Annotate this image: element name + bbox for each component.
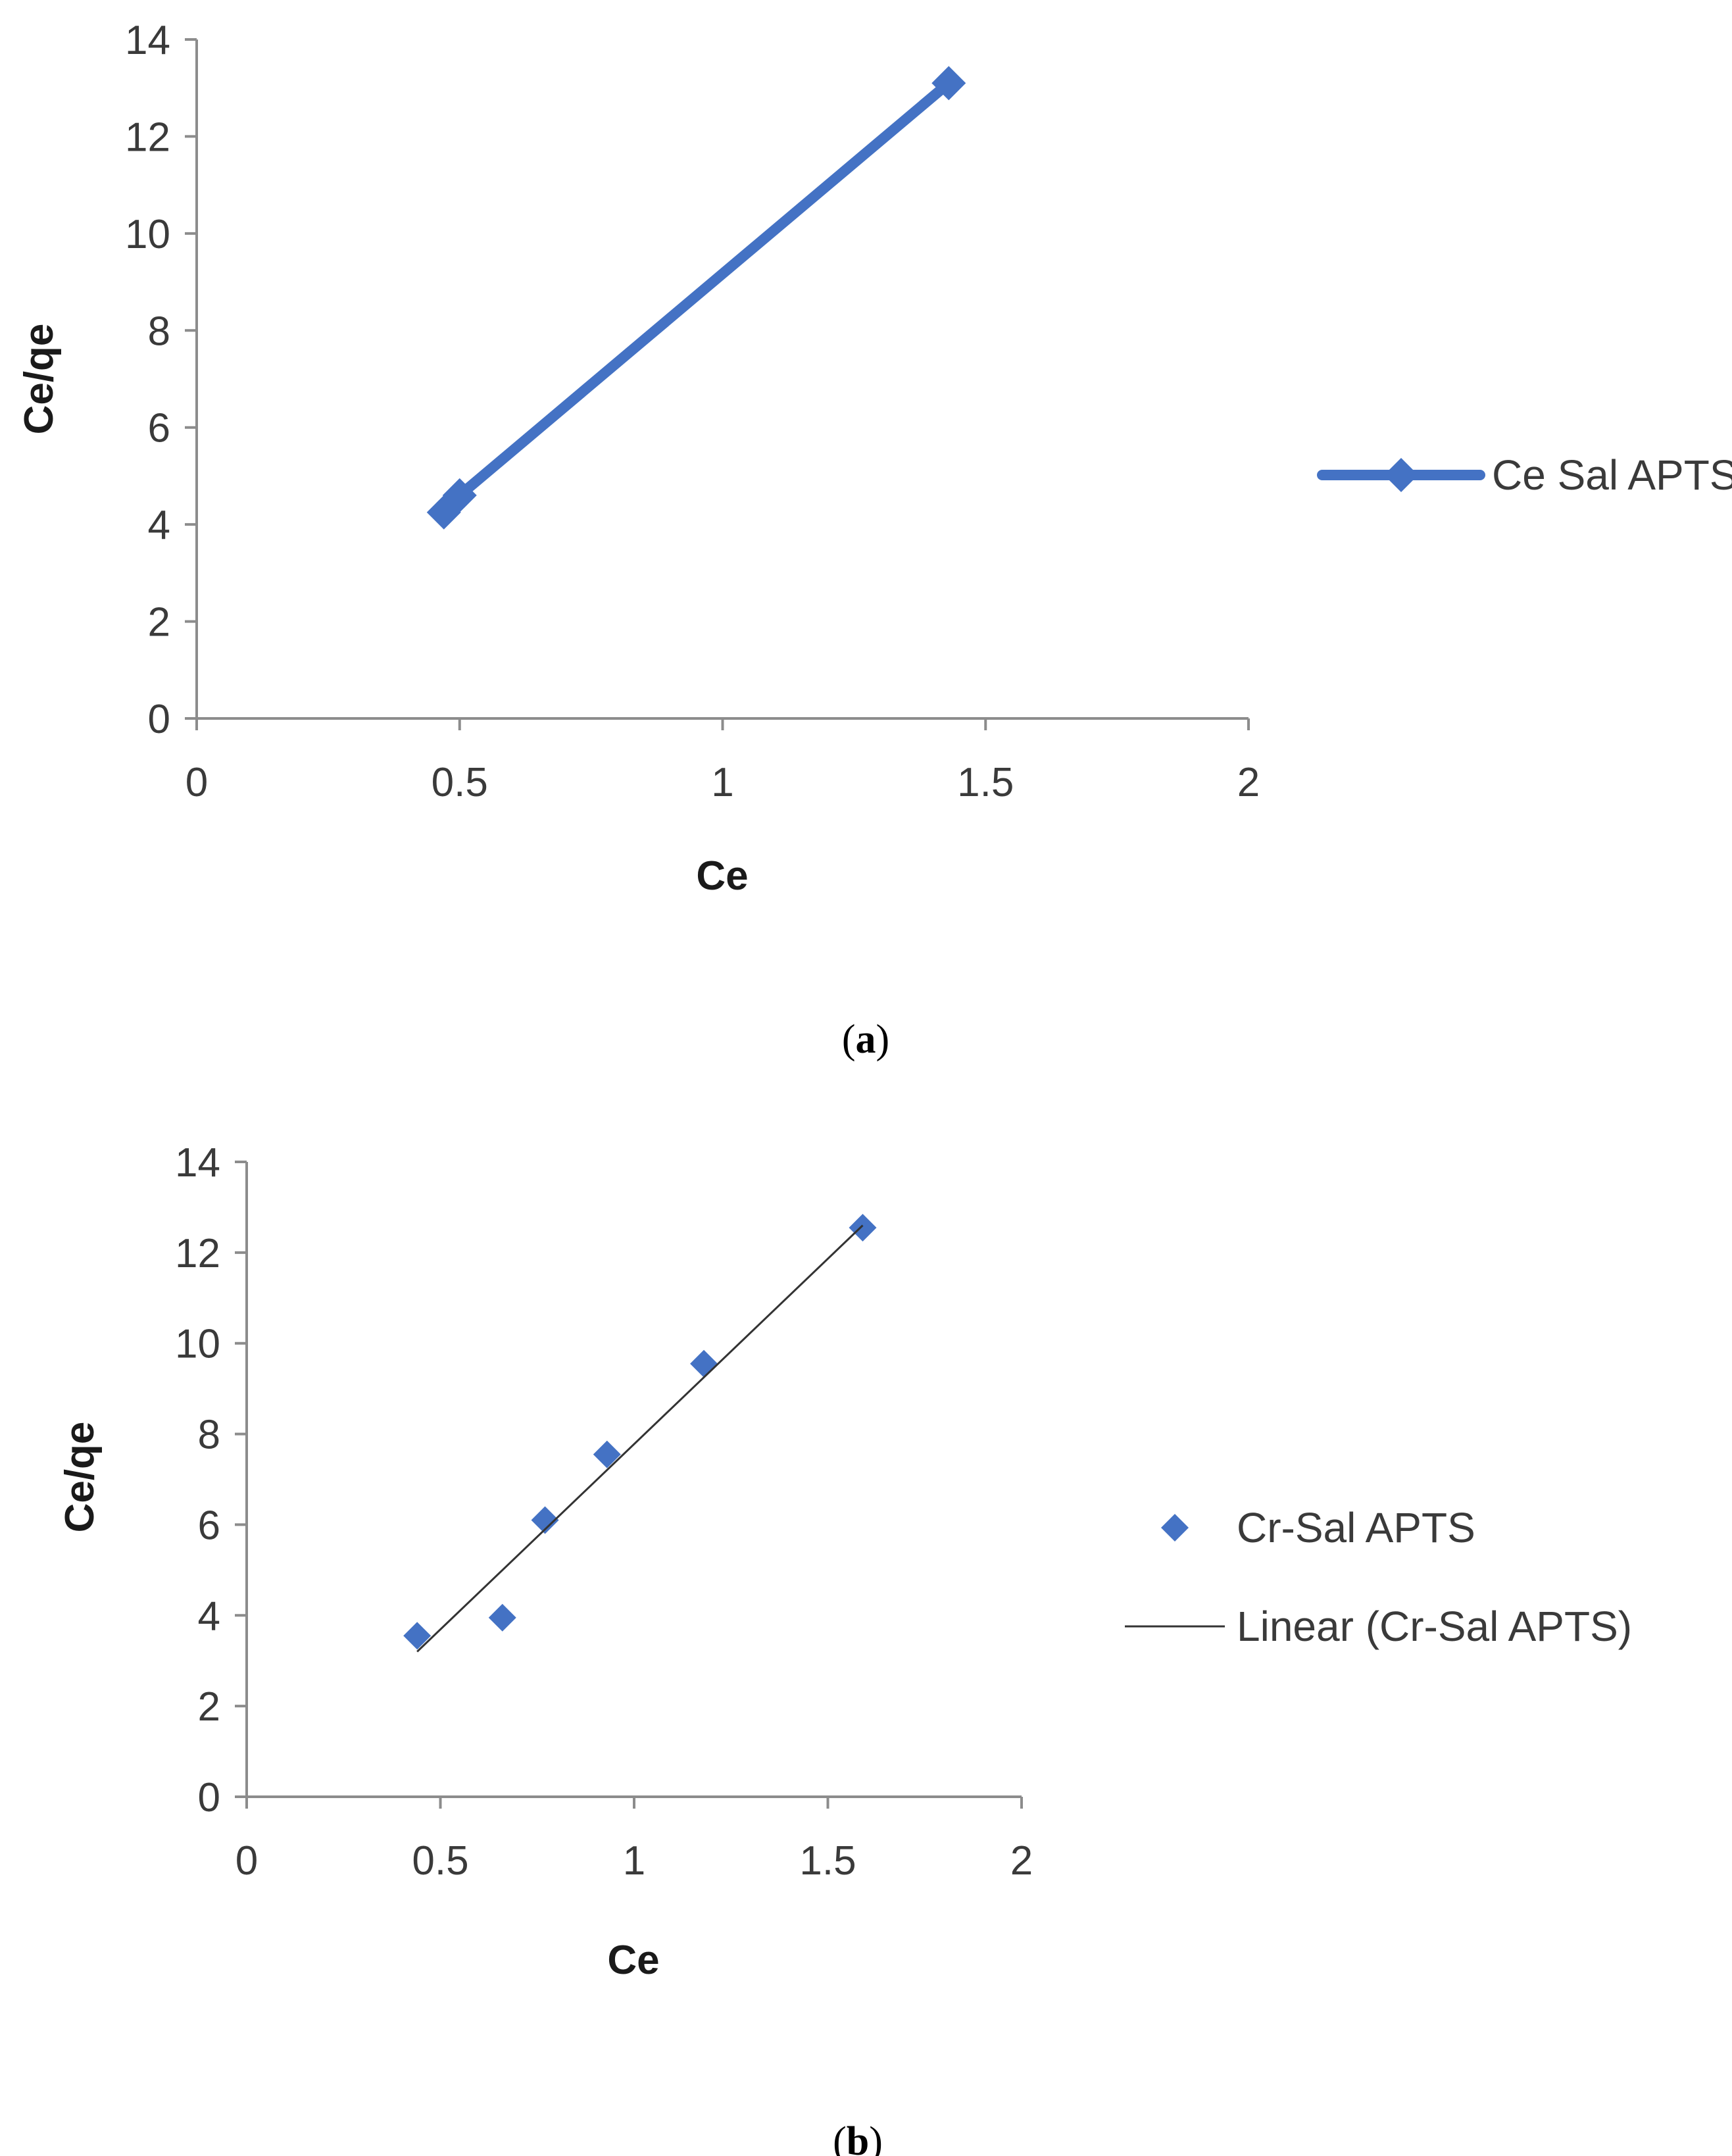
x-tick-label: 1 [711,760,733,805]
data-point [593,1440,621,1468]
y-tick-label: 2 [198,1684,220,1730]
series-line [438,78,954,518]
legend-marker [1384,458,1418,492]
data-point [531,1506,559,1534]
y-tick-label: 10 [125,212,170,257]
y-tick-label: 0 [198,1775,220,1820]
panel-b-letter: b [847,2119,869,2156]
x-axis-title: Ce [607,1938,659,1983]
data-point [442,478,477,513]
legend-label: Linear (Cr-Sal APTS) [1237,1603,1632,1650]
panel-a-letter: a [856,1017,876,1062]
y-tick-label: 8 [198,1413,220,1458]
legend-marker [1161,1514,1189,1542]
chart-b: 0 2 4 6 8 10 12 14 0 0.5 1 1.5 2 Ce Ce/qe Cr-Sal APTS Li… [57,1140,1632,1983]
y-tick-label: 2 [148,600,170,645]
x-tick-label: 0.5 [432,760,488,805]
x-tick-label: 1.5 [957,760,1014,805]
y-tick-label: 12 [125,114,170,160]
y-axis-title: Ce/qe [57,1422,103,1533]
y-tick-label: 14 [125,18,170,63]
x-tick-label: 1 [623,1838,645,1884]
data-point [931,66,966,101]
x-tick-label: 0.5 [412,1838,468,1884]
panel-a-label: (a) [842,1017,889,1062]
legend-label: Cr-Sal APTS [1237,1504,1475,1551]
y-tick-label: 0 [148,697,170,742]
x-tick-label: 0 [235,1838,258,1884]
y-tick-label: 6 [148,406,170,451]
y-tick-label: 6 [198,1503,220,1548]
panel-b-label: (b) [833,2119,883,2156]
chart-a: 0 2 4 6 8 10 12 14 0 0.5 1 1.5 2 Ce Ce/qe Ce Sal APTS [16,18,1732,899]
y-tick-label: 12 [175,1231,220,1276]
y-axis-title: Ce/qe [16,324,62,435]
x-tick-label: 0 [186,760,208,805]
y-tick-label: 14 [175,1140,220,1186]
data-point [849,1213,877,1241]
x-tick-label: 2 [1237,760,1260,805]
data-point [403,1622,432,1650]
x-tick-label: 2 [1010,1838,1033,1884]
data-point [488,1603,516,1632]
x-axis-title: Ce [696,853,748,899]
y-tick-label: 8 [148,309,170,354]
y-tick-label: 4 [198,1593,220,1639]
legend-label: Ce Sal APTS [1492,451,1732,499]
y-tick-label: 10 [175,1322,220,1367]
y-tick-label: 4 [148,503,170,548]
trendline [416,1224,864,1653]
data-point [690,1349,718,1378]
x-tick-label: 1.5 [799,1838,856,1884]
